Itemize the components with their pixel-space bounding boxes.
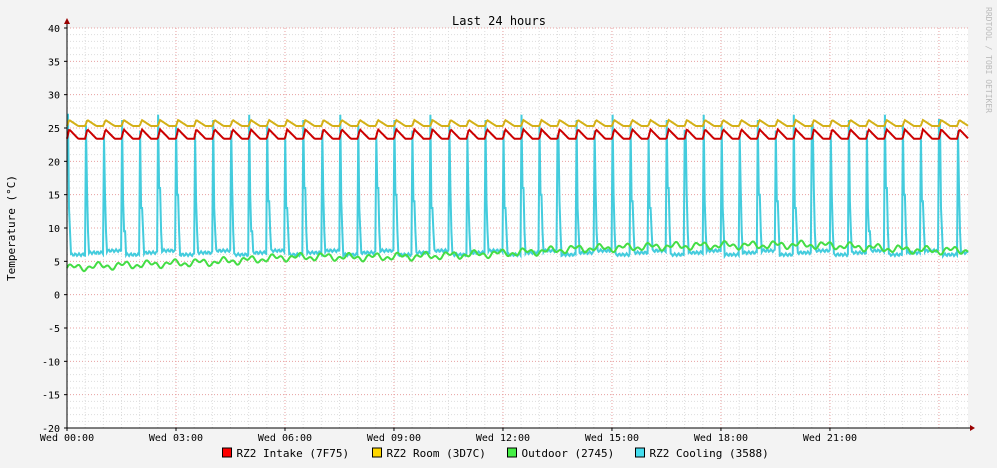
legend-swatch [372,447,382,458]
y-tick-label: 5 [54,257,60,268]
y-tick-label: 0 [54,291,60,302]
x-axis-arrow-icon [970,425,975,431]
y-tick-label: -10 [42,357,60,368]
series-line-0 [66,127,969,140]
series-layer [66,113,969,273]
y-tick-label: 40 [48,24,60,35]
x-tick-label: Wed 12:00 [476,433,530,444]
grid [67,27,968,428]
x-tick-label: Wed 15:00 [585,433,639,444]
legend-label: RZ2 Intake (7F75) [237,447,350,460]
legend-label: Outdoor (2745) [522,447,615,460]
x-tick-label: Wed 00:00 [40,433,94,444]
legend-swatch [507,447,517,458]
chart-title: Last 24 hours [452,14,546,28]
x-tick-label: Wed 18:00 [694,433,748,444]
axes [64,18,975,431]
y-tick-labels: 40 35 30 25 20 15 10 5 0 -5 -10 -15 -20 [42,24,67,435]
y-tick-label: -15 [42,391,60,402]
x-tick-label: Wed 09:00 [367,433,421,444]
legend-label: RZ2 Cooling (3588) [650,447,769,460]
y-tick-label: -5 [48,324,60,335]
x-tick-label: Wed 21:00 [803,433,857,444]
y-tick-label: 10 [48,224,60,235]
x-tick-labels: Wed 00:00 Wed 03:00 Wed 06:00 Wed 09:00 Wed … [40,428,857,444]
y-tick-label: 15 [48,191,60,202]
y-tick-label: -20 [42,424,60,435]
y-tick-label: 20 [48,157,60,168]
legend-swatch [222,447,232,458]
legend-label: RZ2 Room (3D7C) [387,447,486,460]
y-tick-label: 30 [48,91,60,102]
x-tick-label: Wed 03:00 [149,433,203,444]
legend: RZ2 Intake (7F75) RZ2 Room (3D7C) Outdoor … [222,447,769,460]
legend-swatch [635,447,645,458]
x-tick-label: Wed 06:00 [258,433,312,444]
watermark: RRDTOOL / TOBI OETIKER [984,7,993,113]
y-axis-arrow-icon [64,18,70,24]
y-tick-label: 35 [48,57,60,68]
series-line-2 [66,239,969,273]
series-line-1 [66,118,969,127]
y-axis-label: Temperature (°C) [5,175,18,281]
y-tick-label: 25 [48,124,60,135]
